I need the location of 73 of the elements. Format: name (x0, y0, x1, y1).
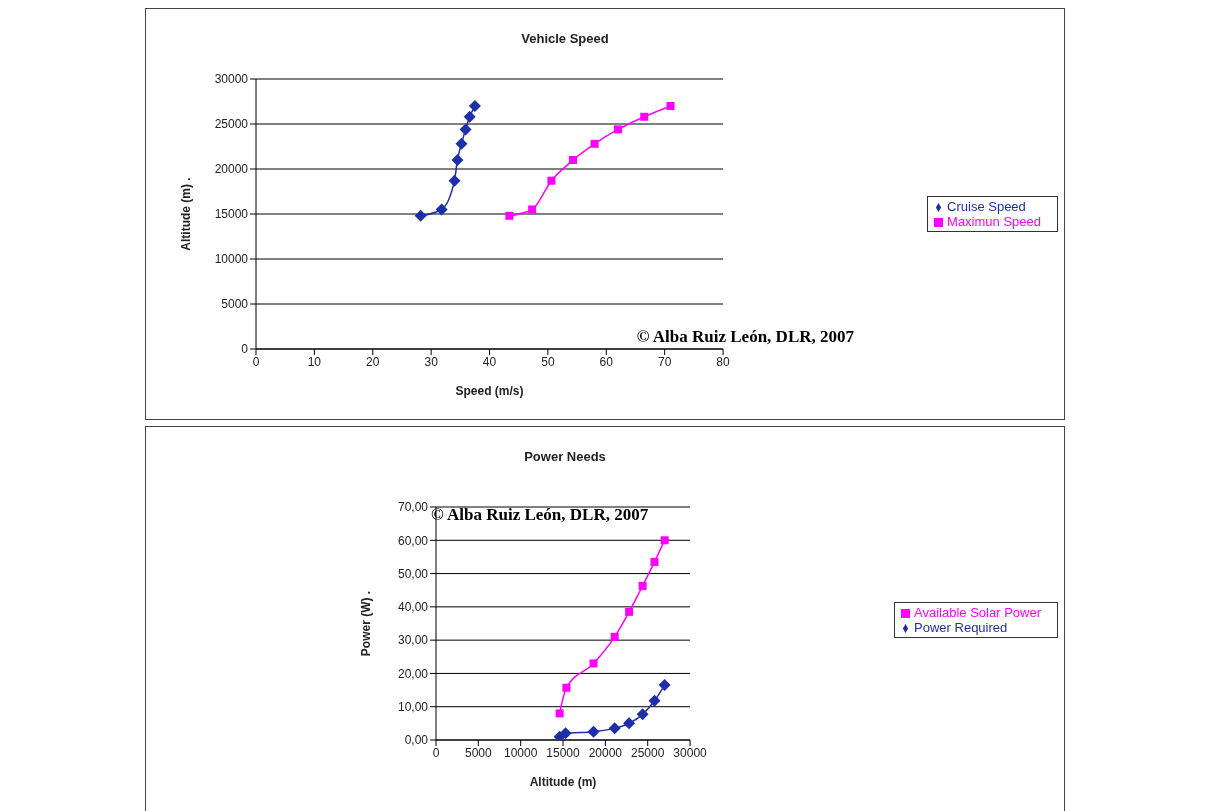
point (562, 683, 571, 692)
y-tick-label: 30000 (214, 72, 249, 87)
point (463, 110, 476, 123)
point (555, 709, 564, 718)
x-tick-label: 10000 (503, 745, 538, 760)
x-tick-label: 0 (432, 745, 440, 760)
annotation: © Alba Ruiz León, DLR, 2007 (431, 505, 649, 525)
x-tick-label: 10 (307, 354, 322, 369)
y-tick-label: 15000 (214, 207, 249, 222)
x-tick-label: 0 (252, 354, 260, 369)
point (587, 725, 600, 738)
y-tick-label: 5000 (221, 297, 249, 312)
y-tick-label: 25000 (214, 117, 249, 132)
point (569, 156, 578, 164)
point (658, 679, 671, 692)
annotation: © Alba Ruiz León, DLR, 2007 (636, 327, 854, 347)
point (613, 125, 622, 134)
y-tick-label: 60,00 (397, 533, 429, 548)
x-tick-label: 70 (657, 354, 672, 369)
point (636, 708, 649, 721)
y-tick-label: 30,00 (397, 633, 429, 648)
point (650, 557, 659, 566)
point (528, 205, 537, 214)
legend-label: Maximun Speed (947, 214, 1041, 229)
point (435, 203, 448, 216)
point (468, 100, 481, 112)
legend-label: Cruise Speed (947, 199, 1026, 214)
legend-label: Power Required (914, 619, 1008, 635)
x-tick-label: 30 (424, 354, 439, 369)
y-tick-label: 20000 (214, 162, 249, 177)
point (590, 139, 599, 148)
point (414, 209, 427, 222)
point (451, 154, 464, 166)
chart-title: Vehicle Speed (520, 31, 610, 46)
y-tick-label: 20,00 (397, 666, 429, 681)
point (448, 174, 461, 187)
y-tick-label: 70,00 (397, 500, 429, 515)
point (660, 536, 669, 545)
point (505, 211, 514, 220)
legend-label: Available Solar Power (914, 604, 1041, 620)
point (547, 176, 556, 185)
y-tick-label: 0 (241, 342, 249, 357)
x-tick-label: 5000 (464, 745, 493, 760)
point (608, 722, 621, 735)
y-tick-label: 10,00 (397, 699, 429, 714)
x-tick-label: 20 (366, 354, 380, 369)
point (625, 607, 634, 616)
point (610, 632, 619, 641)
point (666, 102, 675, 110)
x-tick-label: 30000 (673, 745, 708, 760)
y-tick-label: 50,00 (397, 566, 429, 581)
point (455, 137, 468, 150)
x-tick-label: 50 (541, 354, 555, 369)
x-axis-title: Speed (m/s) (455, 384, 524, 398)
point (648, 694, 661, 707)
point (638, 581, 647, 590)
x-tick-label: 20000 (588, 745, 623, 760)
x-tick-label: 80 (716, 354, 731, 369)
y-tick-label: 0,00 (404, 733, 429, 748)
y-tick-label: 40,00 (397, 600, 429, 615)
x-tick-label: 40 (482, 354, 497, 369)
x-tick-label: 15000 (546, 745, 581, 760)
y-tick-label: 10000 (214, 252, 249, 267)
x-tick-label: 60 (599, 354, 614, 369)
y-axis-title: Altitude (m) . (179, 177, 194, 251)
x-tick-label: 25000 (631, 745, 665, 760)
point (589, 659, 598, 668)
x-axis-title: Altitude (m) (529, 775, 597, 789)
chart-title: Power Needs (523, 449, 607, 464)
y-axis-title: Power (W) . (359, 590, 374, 657)
point (640, 112, 649, 121)
point (623, 717, 636, 730)
point (459, 123, 472, 136)
